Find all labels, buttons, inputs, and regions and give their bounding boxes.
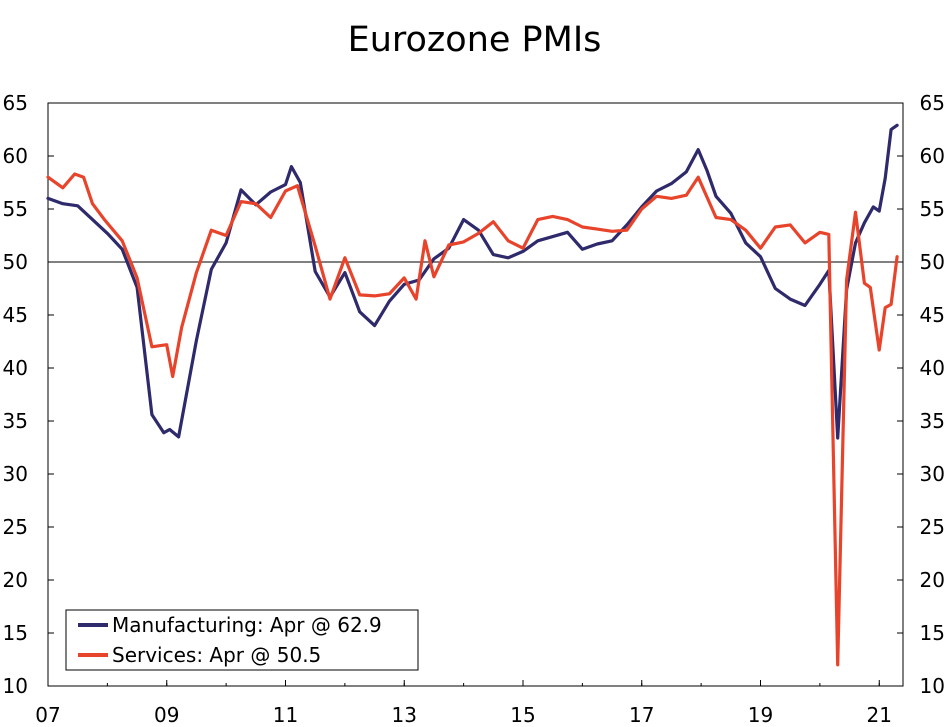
y-tick-label-right: 45: [920, 303, 945, 327]
chart-title: Eurozone PMIs: [347, 20, 602, 60]
y-tick-label-left: 20: [3, 568, 28, 592]
y-tick-label-left: 55: [3, 197, 28, 221]
y-tick-label-right: 25: [920, 515, 945, 539]
series-lines: [46, 123, 899, 667]
series-line-services: [46, 172, 899, 667]
y-tick-label-left: 45: [3, 303, 28, 327]
y-axis-right: 10 15 20 25 30 35 40 45 50 55 60 65: [897, 91, 945, 698]
y-tick-label-right: 65: [920, 91, 945, 115]
legend: Manufacturing: Apr @ 62.9 Services: Apr …: [65, 609, 419, 671]
y-tick-label-right: 30: [920, 462, 945, 486]
y-tick-label-right: 15: [920, 621, 945, 645]
y-tick-label-right: 40: [920, 356, 945, 380]
y-axis-left: 10 15 20 25 30 35 40 45 50 55 60 65: [3, 91, 54, 698]
y-tick-label-left: 15: [3, 621, 28, 645]
y-tick-label-left: 35: [3, 409, 28, 433]
x-tick-label: 19: [748, 703, 773, 727]
y-tick-label-right: 35: [920, 409, 945, 433]
y-tick-label-right: 50: [920, 250, 945, 274]
y-tick-label-right: 60: [920, 144, 945, 168]
x-tick-label: 07: [35, 703, 60, 727]
x-tick-label: 09: [154, 703, 179, 727]
x-tick-label: 13: [392, 703, 417, 727]
x-tick-label: 21: [867, 703, 892, 727]
y-tick-label-right: 20: [920, 568, 945, 592]
plot-frame: [47, 102, 904, 687]
y-tick-label-left: 65: [3, 91, 28, 115]
x-axis: 07 09 11 13 15 17 19 21: [35, 680, 892, 727]
legend-label-manufacturing: Manufacturing: Apr @ 62.9: [112, 613, 382, 637]
y-tick-label-left: 10: [3, 674, 28, 698]
legend-box: [65, 609, 419, 671]
y-tick-label-left: 25: [3, 515, 28, 539]
x-tick-label: 11: [273, 703, 298, 727]
y-tick-label-right: 55: [920, 197, 945, 221]
y-tick-label-right: 10: [920, 674, 945, 698]
y-tick-label-left: 40: [3, 356, 28, 380]
legend-label-services: Services: Apr @ 50.5: [112, 643, 321, 667]
series-line-manufacturing: [46, 123, 899, 440]
y-tick-label-left: 50: [3, 250, 28, 274]
y-tick-label-left: 30: [3, 462, 28, 486]
x-tick-label: 15: [510, 703, 535, 727]
y-tick-label-left: 60: [3, 144, 28, 168]
x-tick-label: 17: [629, 703, 654, 727]
